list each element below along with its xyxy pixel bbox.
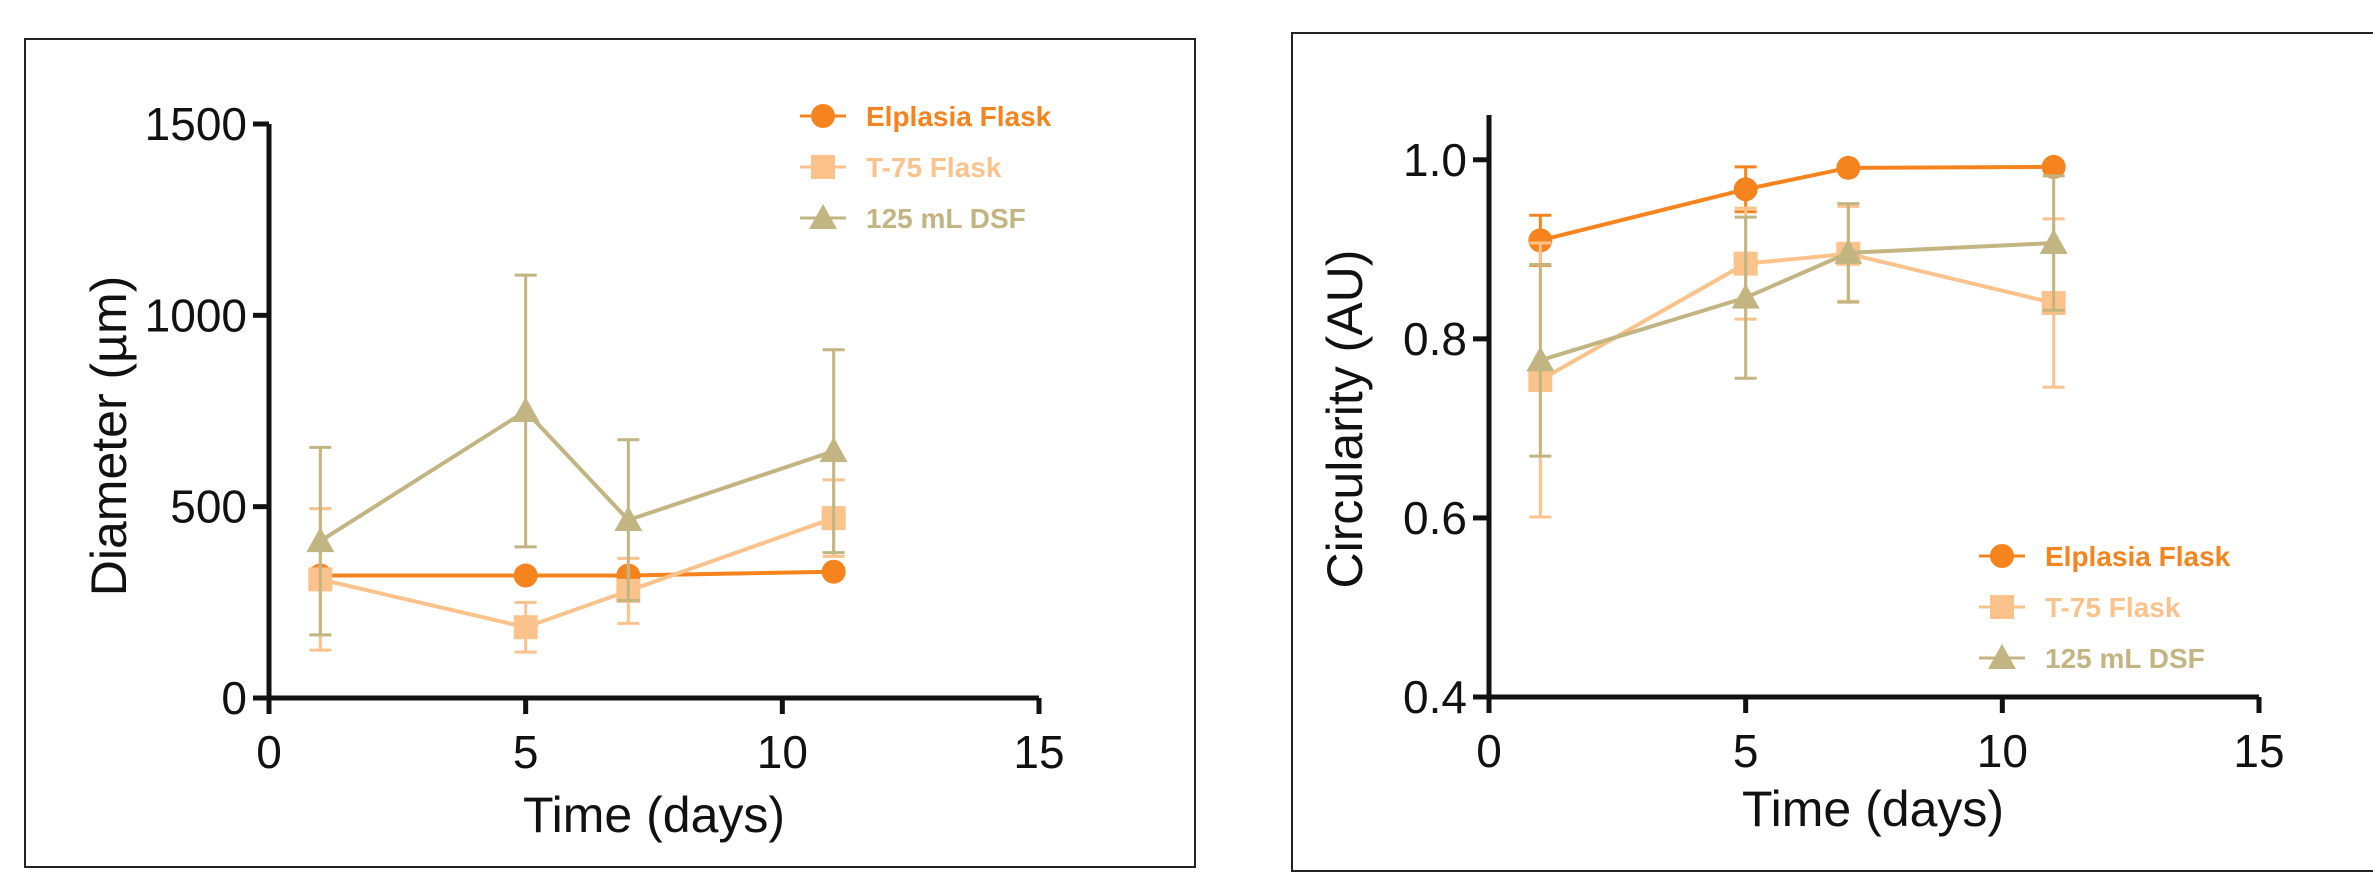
- series-line-t-75-flask: [319, 516, 835, 630]
- data-point-125-ml-dsf: [1731, 283, 1760, 309]
- y-tick-label: 0.4: [1403, 671, 1467, 723]
- data-point-elplasia-flask: [1528, 228, 1553, 253]
- x-tick-label: 10: [1977, 725, 2028, 777]
- legend-marker-elplasia-flask: [1990, 544, 2014, 568]
- series-t-75-flask: [1528, 204, 2066, 519]
- data-point-elplasia-flask: [1733, 177, 1758, 202]
- y-tick-label: 0.6: [1403, 492, 1467, 544]
- series-line-elplasia-flask: [1539, 164, 2054, 243]
- legend-label-elplasia-flask: Elplasia Flask: [866, 101, 1052, 132]
- legend: Elplasia Flask T-75 Flask 125 mL DSF: [800, 101, 1052, 234]
- x-axis-title: Time (days): [1742, 781, 2004, 837]
- y-tick-label: 500: [170, 481, 247, 533]
- y-tick-label: 1000: [145, 289, 247, 341]
- legend-label-125-ml-dsf: 125 mL DSF: [866, 203, 1026, 234]
- legend-marker-elplasia-flask: [811, 104, 835, 128]
- chart-panel-diameter: Diameter (µm) Time (days) 0 500 1000 1500 0 5…: [24, 38, 1196, 868]
- series-elplasia-flask: [1528, 154, 2066, 267]
- legend-label-t-75-flask: T-75 Flask: [866, 152, 1002, 183]
- data-point-125-ml-dsf: [2039, 229, 2068, 255]
- y-axis-title: Diameter (µm): [81, 276, 137, 596]
- series-line-t-75-flask: [1539, 251, 2055, 382]
- y-tick-label: 1.0: [1403, 134, 1467, 186]
- y-tick-label: 1500: [145, 98, 247, 150]
- legend-label-t-75-flask: T-75 Flask: [2045, 592, 2181, 623]
- x-tick-label: 0: [256, 726, 282, 778]
- diameter-chart: Diameter (µm) Time (days) 0 500 1000 1500 0 5…: [81, 98, 1065, 843]
- data-point-125-ml-dsf: [306, 527, 335, 553]
- series-125-ml-dsf: [306, 273, 848, 637]
- data-point-elplasia-flask: [1836, 155, 1861, 180]
- data-point-elplasia-flask: [513, 563, 538, 588]
- y-tick-label: 0.8: [1403, 313, 1467, 365]
- x-tick-label: 15: [1013, 726, 1064, 778]
- data-point-125-ml-dsf: [614, 506, 643, 532]
- circularity-chart: Circularity (AU) Time (days) 0.4 0.6 0.8 1.…: [1317, 115, 2285, 837]
- series-t-75-flask: [308, 478, 846, 654]
- chart-panel-circularity: Circularity (AU) Time (days) 0.4 0.6 0.8 1.…: [1291, 32, 2373, 872]
- data-point-125-ml-dsf: [819, 437, 848, 463]
- y-tick-label: 0: [221, 672, 247, 724]
- y-axis-title: Circularity (AU): [1317, 250, 1373, 589]
- legend-marker-125-ml-dsf: [809, 204, 837, 229]
- x-axis-title: Time (days): [523, 787, 785, 843]
- x-tick-label: 0: [1476, 725, 1502, 777]
- legend: Elplasia Flask T-75 Flask 125 mL DSF: [1979, 541, 2231, 674]
- legend-label-elplasia-flask: Elplasia Flask: [2045, 541, 2231, 572]
- data-point-elplasia-flask: [821, 559, 846, 584]
- legend-marker-t-75-flask: [811, 155, 835, 179]
- data-point-t-75-flask: [513, 615, 538, 640]
- legend-label-125-ml-dsf: 125 mL DSF: [2045, 643, 2205, 674]
- x-tick-label: 5: [1733, 725, 1759, 777]
- x-tick-label: 15: [2233, 725, 2284, 777]
- series-line-elplasia-flask: [320, 569, 834, 578]
- x-tick-label: 10: [757, 726, 808, 778]
- data-point-125-ml-dsf: [511, 397, 540, 422]
- series-125-ml-dsf: [1526, 174, 2068, 458]
- data-point-elplasia-flask: [2041, 154, 2066, 179]
- data-point-125-ml-dsf: [1526, 346, 1555, 372]
- series-line-125-ml-dsf: [319, 408, 835, 543]
- data-point-125-ml-dsf: [1834, 238, 1863, 264]
- series-elplasia-flask: [308, 559, 846, 588]
- legend-marker-t-75-flask: [1990, 595, 2014, 619]
- series-line-125-ml-dsf: [1539, 241, 2054, 363]
- legend-marker-125-ml-dsf: [1988, 644, 2016, 669]
- x-tick-label: 5: [513, 726, 539, 778]
